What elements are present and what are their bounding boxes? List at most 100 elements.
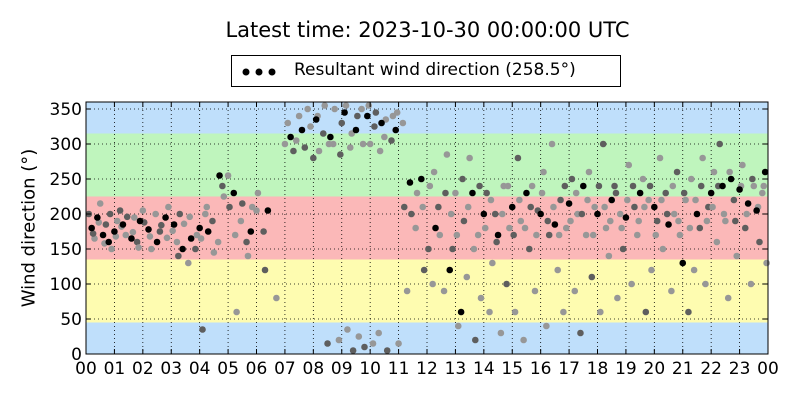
sample-point: [749, 175, 756, 183]
x-tick-label: 19: [615, 359, 637, 379]
resultant-point: [537, 210, 544, 218]
sample-point: [503, 280, 510, 288]
sample-point: [584, 196, 591, 204]
sample-point: [578, 210, 586, 218]
sample-point: [412, 224, 419, 232]
y-axis-label: Wind direction (°): [18, 148, 40, 308]
resultant-point: [312, 116, 320, 123]
sample-point: [233, 308, 240, 316]
sample-point: [173, 238, 181, 246]
sample-point: [388, 137, 395, 144]
sample-point: [310, 154, 317, 162]
sample-point: [440, 287, 448, 295]
sample-point: [284, 119, 292, 127]
sample-point: [720, 210, 728, 218]
sample-point: [199, 326, 206, 333]
resultant-point: [761, 168, 769, 176]
resultant-point: [88, 224, 95, 232]
resultant-point: [153, 238, 161, 246]
sample-point: [129, 228, 137, 236]
sample-point: [730, 196, 738, 204]
direction-band: [86, 102, 768, 134]
legend-marker: [242, 68, 276, 76]
sample-point: [372, 109, 380, 116]
sample-point: [261, 266, 269, 274]
sample-point: [619, 245, 627, 253]
sample-point: [186, 213, 194, 221]
sample-point: [96, 200, 104, 207]
axis-ticks: 00 01 02 03 04 05 06 07 08 09 10 11 12 13 14 15 16 17 18 19…: [50, 100, 779, 379]
resultant-point: [216, 172, 223, 179]
resultant-point: [298, 126, 306, 134]
sample-point: [692, 196, 699, 204]
x-tick-label: 05: [217, 359, 239, 379]
sample-point: [739, 161, 746, 169]
sample-point: [403, 287, 411, 295]
x-tick-label: 20: [644, 359, 666, 379]
sample-point: [133, 238, 141, 246]
chart-title: Latest time: 2023-10-30 00:00:00 UTC: [225, 18, 630, 42]
x-tick-label: 21: [672, 359, 694, 379]
sample-point: [624, 196, 631, 204]
resultant-point: [196, 224, 203, 232]
sample-point: [375, 329, 382, 337]
sample-point: [349, 347, 357, 354]
sample-point: [663, 210, 671, 218]
sample-point: [516, 196, 523, 204]
x-tick-label: 22: [700, 359, 722, 379]
resultant-point: [594, 210, 601, 218]
sample-point: [616, 210, 624, 218]
y-tick-label: 300: [50, 135, 82, 155]
sample-point: [697, 182, 705, 190]
sample-point: [588, 273, 596, 281]
sample-point: [562, 224, 570, 232]
resultant-point: [719, 182, 726, 190]
sample-point: [237, 217, 245, 225]
sample-point: [550, 203, 557, 211]
sample-point: [116, 207, 124, 214]
resultant-point: [565, 200, 573, 207]
sample-point: [169, 227, 176, 235]
sample-point: [185, 259, 192, 267]
sample-point: [197, 235, 205, 242]
sample-point: [359, 140, 367, 148]
sample-point: [631, 203, 638, 211]
sample-point: [733, 252, 741, 260]
sample-point: [426, 182, 434, 190]
sample-point: [152, 210, 159, 218]
sample-point: [381, 133, 388, 141]
resultant-point: [378, 119, 385, 127]
sample-point: [489, 259, 496, 267]
sample-point: [135, 244, 142, 251]
sample-point: [89, 230, 97, 237]
sample-point: [531, 287, 539, 295]
sample-point: [344, 326, 351, 333]
sample-point: [504, 182, 512, 190]
sample-point: [400, 203, 408, 211]
resultant-point: [418, 175, 425, 183]
resultant-point: [136, 217, 144, 225]
sample-point: [659, 245, 667, 253]
sample-point: [408, 210, 415, 218]
sample-point: [304, 105, 311, 113]
sample-point: [452, 189, 459, 197]
sample-point: [301, 144, 309, 151]
sample-point: [486, 308, 493, 316]
sample-point: [459, 175, 466, 183]
x-tick-label: 07: [274, 359, 296, 379]
sample-point: [601, 203, 608, 211]
resultant-point: [579, 182, 587, 190]
sample-point: [763, 259, 770, 267]
sample-point: [544, 217, 552, 225]
sample-point: [175, 252, 182, 260]
sample-point: [295, 112, 303, 120]
sample-point: [342, 102, 350, 109]
x-tick-label: 11: [388, 359, 410, 379]
sample-point: [481, 224, 489, 232]
resultant-point: [352, 126, 360, 134]
sample-point: [635, 217, 643, 225]
x-tick-label: 16: [530, 359, 552, 379]
sample-point: [680, 189, 688, 197]
sample-point: [662, 189, 669, 197]
sample-point: [648, 266, 655, 274]
